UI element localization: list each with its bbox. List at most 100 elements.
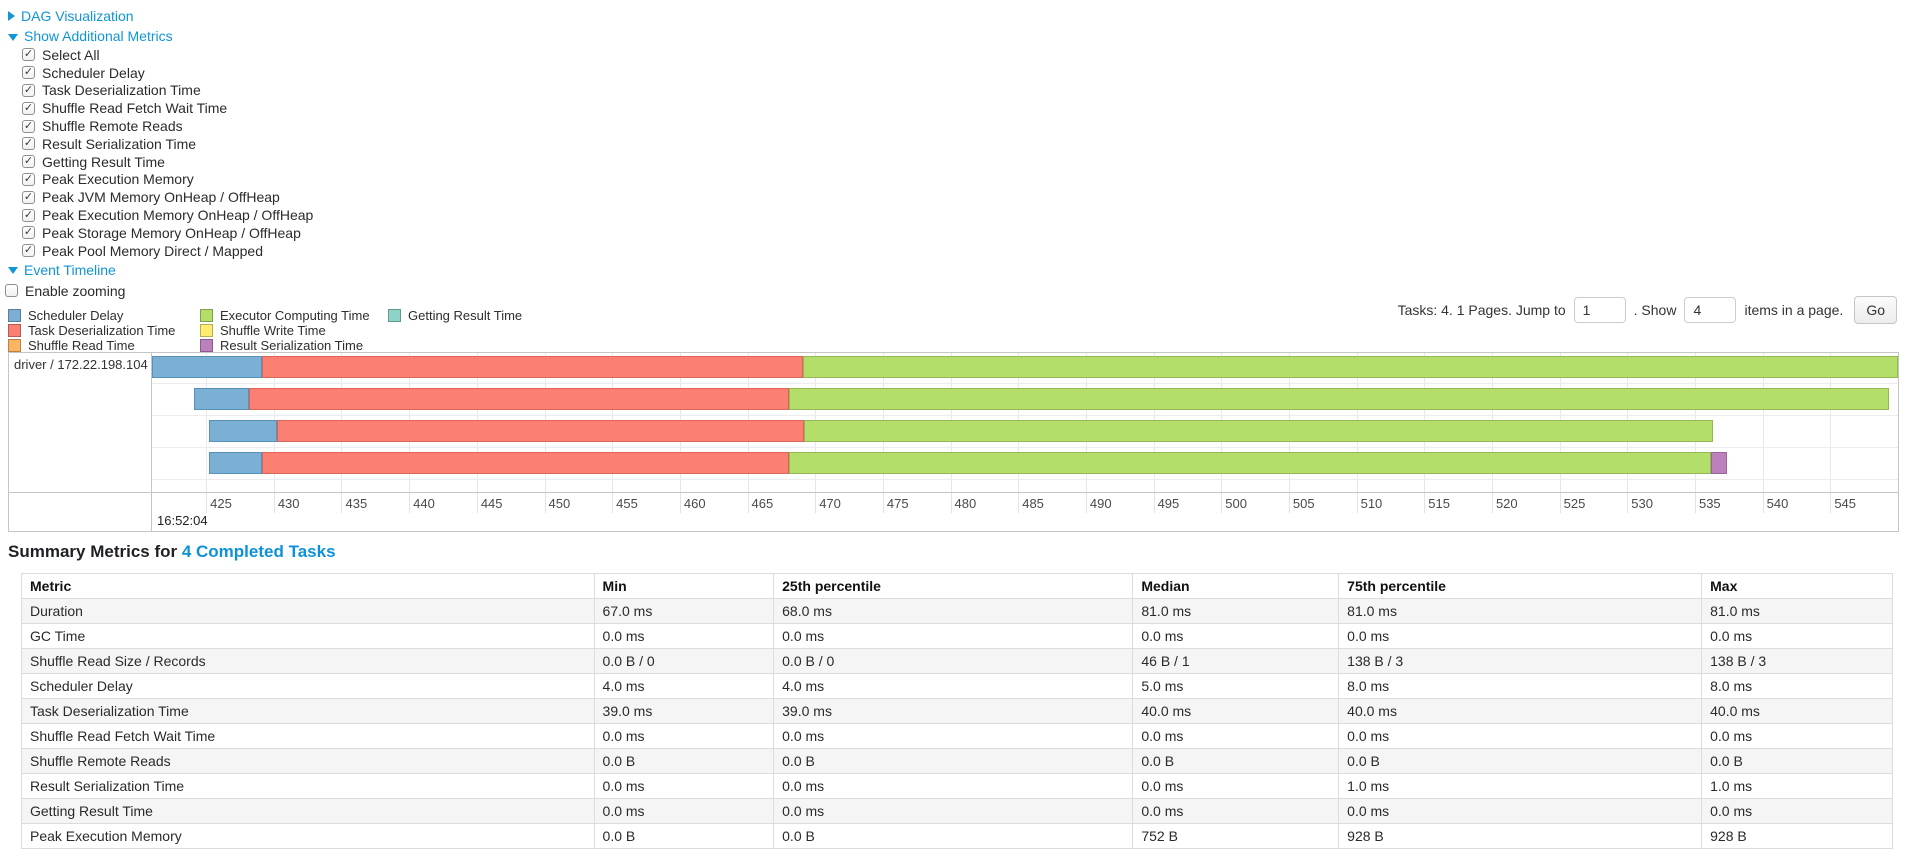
checkbox-label: Peak Execution Memory [42,171,194,188]
column-header-25th-percentile: 25th percentile [773,573,1134,599]
metric-name-cell: Result Serialization Time [21,773,595,799]
summary-metrics-title: Summary Metrics for [8,542,182,561]
legend-swatch-icon [200,338,213,352]
enable-zooming-checkbox[interactable] [5,284,18,298]
checkbox-peak-storage-memory-onheap-offheap[interactable]: ✓ [22,226,35,240]
task-segment-executor-computing[interactable] [804,420,1713,442]
axis-tick-label: 445 [480,496,503,511]
metric-value-cell: 40.0 ms [1132,698,1340,724]
axis-tick-label: 455 [616,496,638,511]
metric-checkbox-row: ✓ Peak Execution Memory [22,171,522,189]
table-row: Shuffle Remote Reads 0.0 B 0.0 B 0.0 B 0.0 B… [21,748,1893,774]
checkbox-peak-jvm-memory-onheap-offheap[interactable]: ✓ [22,190,35,204]
legend-label: Scheduler Delay [28,308,124,324]
legend-item-getting-result-time: Getting Result Time [388,308,522,323]
axis-tick-label: 545 [1834,496,1857,511]
completed-tasks-link[interactable]: 4 Completed Tasks [181,542,336,561]
task-segment-executor-computing[interactable] [789,452,1712,474]
axis-tick-label: 470 [819,496,841,511]
task-segment-scheduler-delay[interactable] [208,452,262,474]
checkbox-peak-execution-memory[interactable]: ✓ [22,172,35,186]
collapse-arrow-icon [8,33,18,41]
metric-value-cell: 0.0 B [593,823,775,849]
column-header-median: Median [1132,573,1340,599]
checkbox-shuffle-read-fetch-wait-time[interactable]: ✓ [22,101,35,115]
legend-label: Task Deserialization Time [28,322,176,338]
task-segment-result-serialization[interactable] [1711,452,1728,474]
metric-value-cell: 40.0 ms [1701,698,1893,724]
metric-value-cell: 46 B / 1 [1132,648,1340,674]
jump-to-page-input[interactable] [1573,297,1626,323]
metric-checkbox-row: ✓ Peak Pool Memory Direct / Mapped [22,242,522,260]
checkbox-label: Peak Execution Memory OnHeap / OffHeap [42,207,314,224]
metric-checkbox-row: ✓ Shuffle Remote Reads [22,117,522,135]
axis-tick-label: 515 [1428,496,1450,511]
metric-name-cell: GC Time [21,623,595,649]
task-segment-scheduler-delay[interactable] [152,356,262,378]
checkbox-task-deserialization-time[interactable]: ✓ [22,83,35,97]
metric-value-cell: 0.0 ms [1701,798,1893,824]
axis-tick-label: 450 [548,496,571,511]
legend-label: Result Serialization Time [220,337,364,353]
plot-row-divider [152,415,1898,416]
dag-visualization-toggle[interactable]: DAG Visualization [8,6,522,26]
show-additional-metrics-toggle[interactable]: Show Additional Metrics [8,26,522,46]
pagination-suffix-text: items in a page. [1744,302,1844,318]
checkbox-peak-execution-memory-onheap-offheap[interactable]: ✓ [22,208,35,222]
checkbox-label: Task Deserialization Time [42,82,201,99]
legend-label: Shuffle Read Time [28,337,135,353]
legend-column: Scheduler Delay Task Deserialization Time… [8,308,200,353]
task-segment-task-deserialization[interactable] [261,356,804,378]
checkbox-label: Result Serialization Time [42,135,197,152]
axis-gridline [544,493,546,513]
table-row: Duration 67.0 ms 68.0 ms 81.0 ms 81.0 ms 81.0… [21,598,1893,624]
metric-name-cell: Shuffle Read Size / Records [21,648,595,674]
axis-gridline [747,493,749,513]
metric-value-cell: 0.0 ms [1701,723,1893,749]
metric-value-cell: 0.0 ms [773,773,1134,799]
task-timeline-bar[interactable] [152,356,1898,378]
legend-item-result-serialization-time: Result Serialization Time [200,338,388,353]
checkbox-select-all[interactable]: ✓ [22,48,35,62]
metric-value-cell: 67.0 ms [593,598,775,624]
checkbox-shuffle-remote-reads[interactable]: ✓ [22,119,35,133]
items-per-page-input[interactable] [1684,297,1737,323]
checkbox-label: Peak Storage Memory OnHeap / OffHeap [42,224,301,241]
column-header-metric: Metric [21,573,595,599]
metric-value-cell: 0.0 B [593,748,775,774]
metric-value-cell: 138 B / 3 [1338,648,1703,674]
go-button[interactable]: Go [1854,296,1897,324]
checkbox-scheduler-delay[interactable]: ✓ [22,66,35,80]
metric-checkbox-row: ✓ Peak JVM Memory OnHeap / OffHeap [22,188,522,206]
metric-value-cell: 0.0 B [1338,748,1703,774]
task-segment-task-deserialization[interactable] [261,452,790,474]
task-segment-task-deserialization[interactable] [249,388,790,410]
plot-row-divider [152,383,1898,384]
metric-checkbox-row: ✓ Peak Storage Memory OnHeap / OffHeap [22,224,522,242]
legend-label: Shuffle Write Time [220,322,326,338]
event-timeline-toggle[interactable]: Event Timeline [8,260,522,280]
checkbox-peak-pool-memory-direct-mapped[interactable]: ✓ [22,244,35,258]
axis-tick-label: 500 [1225,496,1247,511]
task-timeline-bar[interactable] [152,420,1898,442]
table-row: Shuffle Read Size / Records 0.0 B / 0 0.0 … [21,648,1893,674]
task-segment-scheduler-delay[interactable] [208,420,277,442]
metric-value-cell: 0.0 B [773,748,1134,774]
task-timeline-bar[interactable] [152,452,1898,474]
checkbox-getting-result-time[interactable]: ✓ [22,155,35,169]
metric-value-cell: 0.0 ms [593,623,775,649]
metric-value-cell: 928 B [1701,823,1893,849]
task-segment-executor-computing[interactable] [803,356,1898,378]
task-segment-executor-computing[interactable] [789,388,1889,410]
axis-gridline [1694,493,1696,513]
pagination-mid-text: . Show [1633,302,1677,318]
task-segment-task-deserialization[interactable] [276,420,805,442]
task-timeline-bar[interactable] [152,388,1898,410]
table-row: GC Time 0.0 ms 0.0 ms 0.0 ms 0.0 ms 0.0 ms [21,623,1893,649]
table-row: Scheduler Delay 4.0 ms 4.0 ms 5.0 ms 8.0 ms 8… [21,673,1893,699]
timeline-plot-area [152,353,1898,492]
axis-tick-label: 430 [277,496,300,511]
checkbox-result-serialization-time[interactable]: ✓ [22,137,35,151]
task-segment-scheduler-delay[interactable] [193,388,250,410]
metric-value-cell: 8.0 ms [1338,673,1703,699]
